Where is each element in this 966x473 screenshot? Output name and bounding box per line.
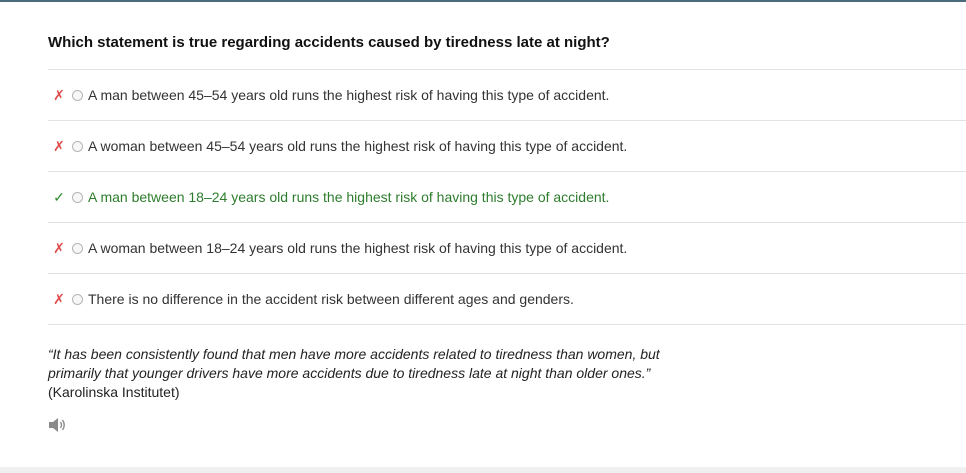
answer-option-label: A woman between 18–24 years old runs the… [88, 240, 628, 256]
explanation-quote: “It has been consistently found that men… [48, 346, 660, 381]
answer-option[interactable]: ✗ A woman between 18–24 years old runs t… [48, 222, 966, 273]
question-title: Which statement is true regarding accide… [48, 34, 610, 51]
radio-button[interactable] [72, 293, 83, 305]
wrong-mark-icon: ✗ [53, 138, 65, 154]
answer-option-label: A woman between 45–54 years old runs the… [88, 138, 628, 154]
wrong-mark-icon: ✗ [53, 87, 65, 103]
speaker-icon[interactable] [48, 417, 68, 433]
top-divider [0, 0, 966, 2]
radio-button[interactable] [72, 140, 83, 152]
answer-option[interactable]: ✗ There is no difference in the accident… [48, 273, 966, 325]
radio-button[interactable] [72, 191, 83, 203]
answer-option[interactable]: ✗ A man between 45–54 years old runs the… [48, 69, 966, 120]
wrong-mark-icon: ✗ [53, 291, 65, 307]
answer-option[interactable]: ✗ A woman between 45–54 years old runs t… [48, 120, 966, 171]
answer-option-label: A man between 45–54 years old runs the h… [88, 87, 610, 103]
radio-button[interactable] [72, 89, 83, 101]
explanation-source: (Karolinska Institutet) [48, 384, 180, 400]
explanation-text: “It has been consistently found that men… [48, 345, 688, 402]
bottom-bar [0, 467, 966, 473]
check-mark-icon: ✓ [53, 189, 65, 205]
answer-option-correct[interactable]: ✓ A man between 18–24 years old runs the… [48, 171, 966, 222]
wrong-mark-icon: ✗ [53, 240, 65, 256]
answer-options-list: ✗ A man between 45–54 years old runs the… [48, 69, 966, 325]
radio-button[interactable] [72, 242, 83, 254]
answer-option-label: There is no difference in the accident r… [88, 291, 574, 307]
answer-option-label: A man between 18–24 years old runs the h… [88, 189, 610, 205]
